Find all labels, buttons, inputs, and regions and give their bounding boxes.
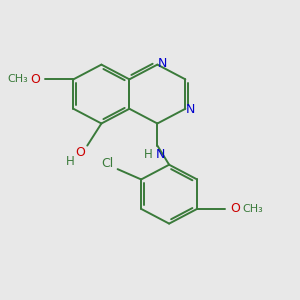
Text: N: N	[186, 103, 195, 116]
Text: N: N	[158, 57, 167, 70]
Text: O: O	[75, 146, 85, 159]
Text: CH₃: CH₃	[243, 204, 263, 214]
Text: N: N	[156, 148, 165, 161]
Text: H: H	[66, 155, 75, 168]
Text: O: O	[230, 202, 240, 215]
Text: H: H	[144, 148, 153, 161]
Text: CH₃: CH₃	[8, 74, 29, 84]
Text: Cl: Cl	[101, 157, 113, 170]
Text: O: O	[30, 73, 40, 86]
